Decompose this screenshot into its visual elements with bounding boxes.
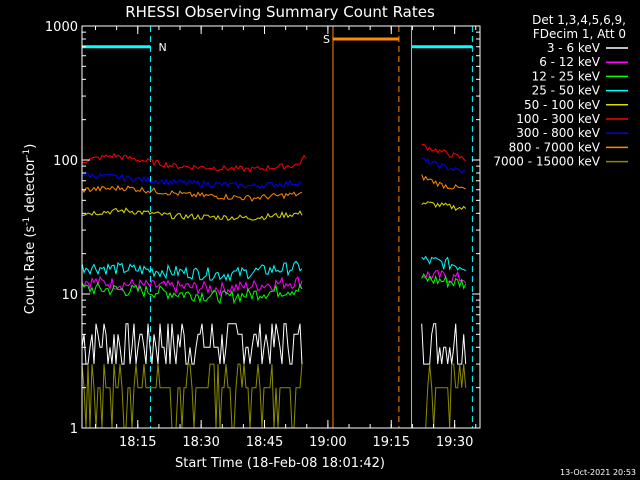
x-tick-label: 19:30 xyxy=(436,435,473,450)
series-line-300-800keV-1 xyxy=(81,171,303,189)
series-line-300-800keV-2 xyxy=(421,157,466,174)
legend-label: 800 - 7000 keV xyxy=(509,140,601,154)
plot-frame xyxy=(81,25,481,429)
legend: Det 1,3,4,5,6,9, FDecim 1, Att 0 3 - 6 k… xyxy=(493,13,628,169)
legend-label: 7000 - 15000 keV xyxy=(493,155,600,169)
plot-area: NS xyxy=(81,25,481,429)
series-line-6-12keV-1 xyxy=(81,275,303,297)
series-line-25-50keV-1 xyxy=(81,260,303,283)
series-line-6-12keV-2 xyxy=(421,269,467,284)
y-axis-label-mid: detector xyxy=(23,157,38,217)
legend-label: 12 - 25 keV xyxy=(532,69,601,83)
series-line-100-300keV-1 xyxy=(81,152,307,174)
x-tick-label: 18:30 xyxy=(182,435,219,450)
x-tick-label: 18:15 xyxy=(119,435,156,450)
series-line-7000-15000keV-1 xyxy=(81,363,303,429)
chart-title: RHESSI Observing Summary Count Rates xyxy=(125,3,435,21)
x-tick-label: 19:15 xyxy=(373,435,410,450)
legend-label: 25 - 50 keV xyxy=(532,84,601,98)
y-axis-label-sup2: -1 xyxy=(22,149,32,158)
footer-timestamp: 13-Oct-2021 20:53 xyxy=(560,468,636,477)
flag-label-S: S xyxy=(323,33,330,46)
y-axis-label: Count Rate (s-1 detector-1) xyxy=(22,144,38,315)
series-line-25-50keV-2 xyxy=(421,255,466,272)
y-axis-label-sup1: -1 xyxy=(22,217,32,226)
series-line-3-6keV-1 xyxy=(81,323,303,365)
y-axis-label-end: ) xyxy=(23,144,38,149)
series-line-3-6keV-2 xyxy=(421,323,467,365)
series-line-100-300keV-2 xyxy=(421,143,467,162)
y-tick-label: 1000 xyxy=(45,20,78,35)
legend-header-line-2: FDecim 1, Att 0 xyxy=(533,27,626,41)
series-line-800-7000keV-2 xyxy=(421,174,466,190)
y-tick-label: 1 xyxy=(70,422,78,437)
series-line-7000-15000keV-2 xyxy=(421,363,467,429)
series-line-50-100keV-2 xyxy=(421,201,467,211)
legend-label: 50 - 100 keV xyxy=(524,98,601,112)
legend-header-line-1: Det 1,3,4,5,6,9, xyxy=(532,13,626,27)
legend-label: 3 - 6 keV xyxy=(547,41,601,55)
series-line-800-7000keV-1 xyxy=(81,184,303,202)
series-line-50-100keV-1 xyxy=(81,207,303,221)
x-axis-label: Start Time (18-Feb-08 18:01:42) xyxy=(175,456,385,471)
y-axis-label-main: Count Rate (s xyxy=(23,226,38,315)
series-line-12-25keV-2 xyxy=(421,273,467,290)
y-tick-label: 100 xyxy=(53,154,78,169)
legend-label: 6 - 12 keV xyxy=(539,55,601,69)
y-tick-label: 10 xyxy=(61,288,78,303)
x-tick-label: 19:00 xyxy=(309,435,346,450)
flag-label-N: N xyxy=(158,41,166,54)
series-line-12-25keV-1 xyxy=(81,282,303,305)
x-tick-label: 18:45 xyxy=(246,435,283,450)
legend-label: 300 - 800 keV xyxy=(516,126,600,140)
legend-label: 100 - 300 keV xyxy=(516,112,600,126)
